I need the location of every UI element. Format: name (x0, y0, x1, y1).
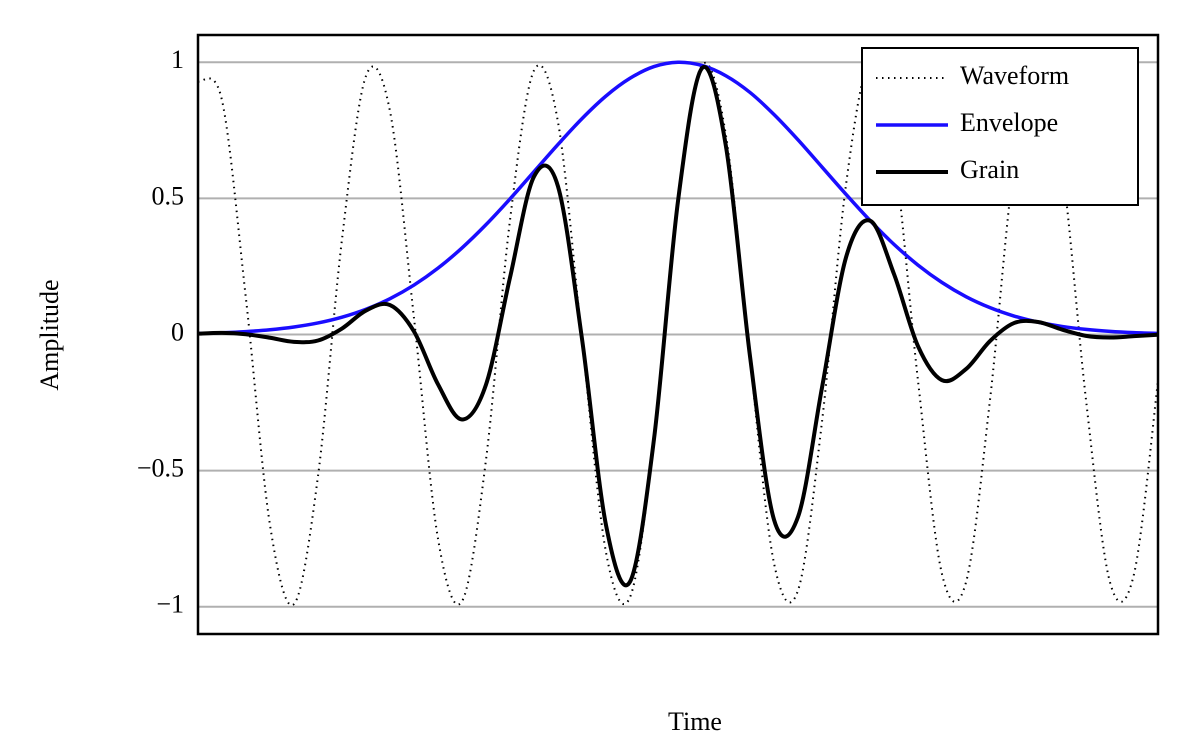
legend-label: Grain (960, 155, 1019, 184)
legend-label: Envelope (960, 108, 1058, 137)
y-tick-label: −1 (156, 590, 184, 619)
y-tick-label: 0 (171, 317, 184, 346)
y-tick-label: −0.5 (137, 454, 184, 483)
x-axis-label: Time (668, 707, 722, 736)
y-tick-label: 0.5 (152, 181, 185, 210)
y-tick-label: 1 (171, 45, 184, 74)
plot-frame (196, 33, 1160, 636)
series-line (198, 60, 1158, 336)
y-axis-label: Amplitude (35, 279, 64, 390)
legend-label: Waveform (960, 61, 1069, 90)
series-line (198, 64, 1158, 588)
